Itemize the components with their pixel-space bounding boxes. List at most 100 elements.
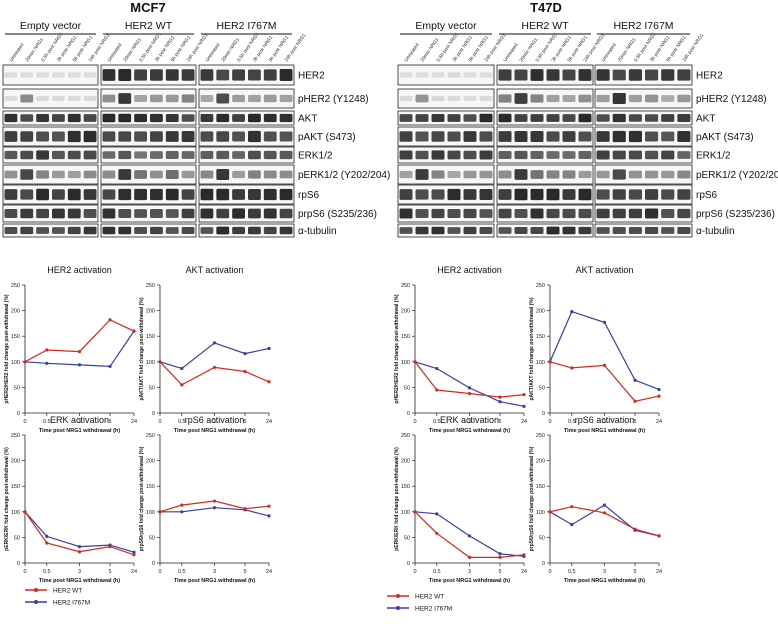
blot-band — [578, 151, 592, 159]
blot-band — [612, 189, 626, 200]
y-tick-label: 0 — [17, 561, 20, 567]
blot-band — [562, 189, 576, 200]
y-tick-label: 150 — [536, 334, 545, 340]
blot-band — [498, 131, 512, 142]
x-tick-label: 3 — [78, 419, 81, 425]
blot-band — [562, 69, 576, 81]
line-chart: AKT activation 0 50 100 150 200 250 0 0.5 3 5 24 Tim… — [529, 265, 662, 434]
blot-band — [612, 69, 626, 81]
group-label: HER2 WT — [521, 20, 569, 32]
blot-band — [36, 208, 49, 219]
blot-band — [399, 227, 413, 234]
legend-label: HER2 WT — [415, 594, 444, 601]
y-tick-label: 250 — [401, 433, 410, 439]
blot-band — [677, 130, 691, 143]
x-tick-label: 0 — [158, 569, 161, 575]
data-point — [267, 504, 271, 508]
series-line-her2-i767m — [24, 330, 135, 368]
x-tick-label: 5 — [498, 569, 501, 575]
data-point — [522, 553, 526, 557]
blot-band — [447, 227, 461, 234]
blot-band — [216, 208, 230, 219]
data-point — [602, 320, 607, 324]
data-point — [602, 503, 607, 507]
data-point — [108, 364, 112, 369]
blot-band — [546, 188, 560, 201]
x-tick-label: 24 — [131, 419, 137, 425]
data-point — [435, 531, 439, 535]
blot-band — [248, 226, 261, 235]
blot-band — [200, 150, 214, 160]
blot-strip — [397, 88, 495, 109]
blot-band — [431, 95, 445, 102]
blot-band — [118, 131, 132, 142]
y-tick-label: 0 — [152, 561, 155, 567]
blot-band — [165, 209, 179, 218]
blot-band — [546, 151, 560, 159]
chart-title: HER2 activation — [47, 265, 112, 275]
blot-band — [134, 69, 147, 81]
blot-band — [546, 131, 560, 142]
y-tick-label: 50 — [149, 385, 155, 391]
blot-band — [399, 95, 413, 102]
x-tick-label: 3 — [213, 569, 216, 575]
blot-band — [216, 226, 230, 235]
legend-marker — [396, 594, 400, 598]
blot-band — [498, 150, 512, 160]
blot-band — [36, 113, 49, 123]
blot-band — [248, 150, 261, 160]
data-point — [23, 360, 27, 364]
blot-band — [102, 189, 116, 200]
blot-band — [232, 151, 245, 159]
data-point — [212, 365, 217, 370]
blot-band — [118, 113, 132, 123]
blot-band — [415, 114, 429, 122]
blot-band — [248, 94, 261, 103]
blot-band — [514, 150, 528, 160]
blot-band — [165, 113, 179, 123]
blot-band — [596, 69, 610, 81]
blot-row-label: pHER2 (Y1248) — [298, 94, 369, 105]
y-tick-label: 50 — [149, 535, 155, 541]
chart-title: rpS6 activation — [575, 415, 635, 425]
blot-band — [279, 69, 293, 81]
y-axis-label: pERK/ERK fold change post-withdrawal (%) — [394, 447, 400, 551]
y-tick-label: 50 — [404, 535, 410, 541]
blot-row-label: pERK1/2 (Y202/204) — [696, 170, 778, 181]
legend-marker — [396, 606, 400, 610]
blot-band — [628, 150, 642, 160]
blot-row-label: pAKT (S473) — [298, 132, 356, 143]
blot-band — [415, 226, 429, 235]
blot-band — [165, 170, 179, 179]
blot-band — [102, 226, 116, 235]
blot-band — [399, 170, 413, 179]
blot-band — [102, 69, 116, 81]
blot-band — [52, 95, 65, 102]
legend-marker — [34, 600, 38, 604]
blot-band — [181, 69, 195, 81]
blot-band — [279, 113, 293, 123]
blot-band — [498, 189, 512, 200]
blot-band — [4, 72, 18, 78]
blot-band — [150, 113, 163, 123]
y-tick-label: 200 — [536, 309, 545, 315]
data-point — [435, 366, 439, 371]
blot-band — [52, 114, 65, 122]
blot-band — [36, 72, 49, 78]
blot-band — [134, 131, 147, 142]
y-tick-label: 100 — [536, 360, 545, 366]
x-tick-label: 24 — [131, 569, 137, 575]
blot-band — [248, 208, 261, 219]
blot-band — [645, 170, 659, 179]
blot-band — [279, 226, 293, 235]
blot-band — [514, 226, 528, 235]
series-line-her2-i767m — [159, 342, 270, 370]
blot-band — [661, 209, 675, 218]
blot-band — [118, 208, 132, 219]
blot-band — [232, 226, 245, 235]
blot-band — [83, 150, 97, 160]
blot-band — [67, 226, 81, 235]
x-axis-label: Time post NRG1 withdrawal (h) — [429, 428, 510, 434]
x-tick-label: 3 — [213, 419, 216, 425]
